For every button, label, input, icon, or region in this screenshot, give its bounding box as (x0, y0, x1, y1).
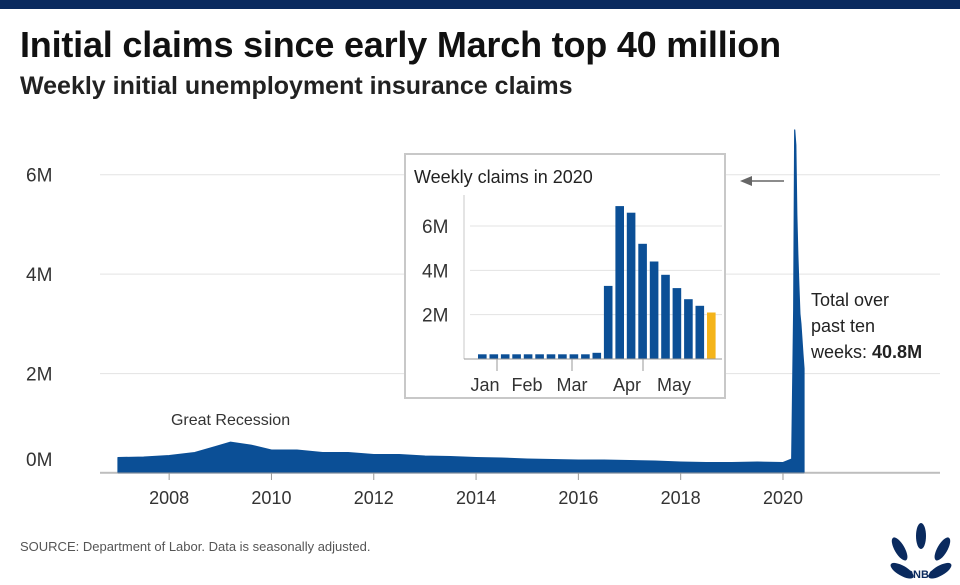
inset-y-tick-label: 4M (422, 261, 448, 282)
claims-series-area (117, 129, 805, 474)
annotation-line-1: Total over (811, 290, 890, 310)
x-tick-label: 2010 (251, 488, 291, 508)
inset-bar (649, 261, 659, 359)
y-tick-label: 0M (26, 450, 52, 471)
annotation-total-value: 40.8M (872, 342, 923, 362)
inset-bar (592, 352, 602, 359)
inset-bar (569, 354, 579, 359)
inset-y-tick-label: 6M (422, 217, 448, 238)
inset-x-tick-label: May (657, 375, 691, 395)
chart-title: Initial claims since early March top 40 … (20, 24, 781, 65)
inset-bar (581, 354, 590, 359)
inset-bar (558, 354, 567, 359)
annotation-line-2: past ten (811, 316, 876, 336)
inset-bar (615, 206, 624, 359)
chart-subtitle: Weekly initial unemployment insurance cl… (20, 72, 573, 100)
y-tick-label: 4M (26, 265, 52, 286)
inset-bar (500, 354, 510, 359)
inset-bar (478, 354, 487, 359)
x-tick-label: 2014 (456, 488, 496, 508)
top-accent-bar (0, 0, 960, 9)
inset-bar (684, 299, 693, 359)
annotation-line-3: weeks: 40.8M (811, 339, 956, 365)
x-tick-label: 2012 (354, 488, 394, 508)
inset-bar (603, 285, 613, 359)
x-tick-label: 2016 (558, 488, 598, 508)
nbc-peacock-icon: CNBC (890, 523, 952, 580)
great-recession-label: Great Recession (171, 412, 290, 429)
inset-chart: 2M 4M 6M Jan Feb Mar Apr May (422, 195, 722, 395)
pointer-arrow-head (740, 176, 752, 186)
source-note: SOURCE: Department of Labor. Data is sea… (20, 539, 371, 554)
inset-x-tick-label: Mar (557, 375, 588, 395)
inset-bar (695, 305, 705, 359)
y-tick-label: 6M (26, 166, 52, 187)
inset-bar (672, 288, 682, 359)
inset-bar (512, 354, 521, 359)
y-tick-label: 2M (26, 365, 52, 386)
logo-text: CNBC (905, 569, 937, 580)
inset-bar (489, 354, 499, 359)
inset-x-tick-label: Jan (470, 375, 499, 395)
x-tick-label: 2008 (149, 488, 189, 508)
x-tick-label: 2020 (763, 488, 803, 508)
inset-y-tick-label: 2M (422, 306, 448, 327)
inset-title: Weekly claims in 2020 (414, 167, 593, 187)
inset-bar (661, 274, 670, 359)
inset-panel: Weekly claims in 2020 2M 4M 6M Jan Feb Mar Apr… (404, 153, 726, 399)
inset-bar (546, 354, 556, 359)
inset-bar (638, 243, 647, 359)
inset-bar (707, 312, 716, 359)
inset-x-tick-label: Feb (511, 375, 542, 395)
inset-x-tick-label: Apr (613, 375, 641, 395)
inset-bar (626, 212, 636, 359)
x-tick-label: 2018 (661, 488, 701, 508)
inset-bar (535, 354, 544, 359)
total-annotation: Total over past ten weeks: 40.8M (811, 287, 956, 365)
annotation-prefix: weeks: (811, 342, 873, 362)
inset-bar (523, 354, 533, 359)
